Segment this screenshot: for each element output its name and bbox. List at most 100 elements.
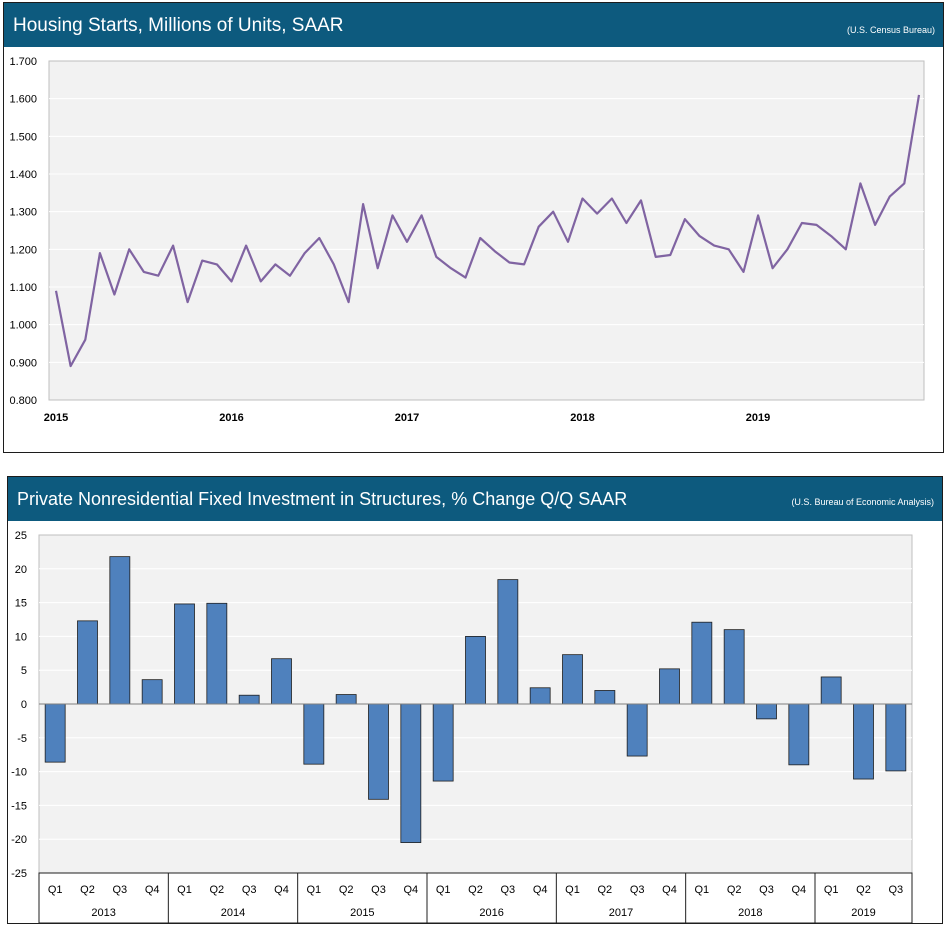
bar [853,703,874,780]
nonres-investment-header: Private Nonresidential Fixed Investment … [8,477,942,521]
bar [659,668,680,705]
x-tick-label: Q2 [468,884,483,896]
x-tick-label: Q4 [791,884,806,896]
bar [820,676,842,705]
x-tick-label: Q1 [565,884,580,896]
nonres-investment-panel: Private Nonresidential Fixed Investment … [7,476,943,924]
y-tick-label: 5 [21,665,27,677]
x-group-label: 2018 [738,907,762,919]
bar [335,694,357,705]
y-tick-label: -10 [11,767,27,779]
y-tick-label: 10 [15,631,27,643]
bar [626,703,648,757]
y-tick-label: 1.200 [9,244,37,256]
bar [44,703,66,763]
x-tick-label: Q2 [727,884,742,896]
y-tick-label: 1.700 [9,56,37,68]
plot-area [48,60,925,401]
bar [788,703,810,766]
x-group-label: 2019 [851,907,875,919]
y-tick-label: 1.600 [9,94,37,106]
y-tick-label: -25 [11,868,27,880]
bar [885,703,907,772]
bar [303,703,325,765]
x-tick-label: Q3 [500,884,515,896]
x-tick-label: 2015 [44,412,68,424]
x-group-label: 2016 [479,907,503,919]
y-tick-label: 0 [21,699,27,711]
x-tick-label: Q2 [80,884,95,896]
x-tick-label: Q3 [630,884,645,896]
bar [400,703,422,843]
x-tick-label: Q4 [533,884,548,896]
x-tick-label: Q3 [371,884,386,896]
y-tick-label: 15 [15,598,27,610]
x-tick-label: Q1 [436,884,451,896]
bar [109,556,131,705]
bar [756,703,777,720]
bar [594,690,616,705]
bar [691,621,713,705]
x-tick-label: Q2 [597,884,612,896]
x-tick-label: Q2 [339,884,354,896]
y-tick-label: -15 [11,800,27,812]
bar [562,654,583,705]
housing-starts-source: (U.S. Census Bureau) [846,25,935,35]
category-axis-table [38,872,913,924]
housing-starts-header: Housing Starts, Millions of Units, SAAR … [4,3,943,47]
x-tick-label: 2017 [395,412,419,424]
y-tick-label: 25 [15,530,27,542]
x-tick-label: Q4 [145,884,160,896]
bar [723,629,745,705]
x-tick-label: Q1 [177,884,192,896]
bar [238,694,260,705]
x-group-label: 2017 [609,907,633,919]
x-tick-label: Q3 [112,884,127,896]
x-tick-label: Q1 [48,884,63,896]
bar [529,687,551,705]
y-tick-label: 20 [15,564,27,576]
series-line [54,94,921,368]
x-tick-label: Q1 [306,884,321,896]
bar [271,658,292,705]
bar [497,579,519,705]
y-tick-label: 1.100 [9,282,37,294]
x-tick-label: Q1 [694,884,709,896]
x-tick-label: Q4 [403,884,418,896]
nonres-investment-source: (U.S. Bureau of Economic Analysis) [791,497,934,507]
x-tick-label: 2019 [746,412,770,424]
x-tick-label: 2018 [570,412,594,424]
bar [432,703,454,782]
housing-starts-panel: Housing Starts, Millions of Units, SAAR … [3,2,944,453]
bar [368,703,389,800]
y-tick-label: -5 [17,733,27,745]
x-group-label: 2015 [350,907,374,919]
bar [77,620,98,705]
housing-starts-chart: 1.700 1.600 1.500 1.400 1.300 1.200 1.100 1.000… [9,56,925,424]
y-tick-label: -20 [11,834,27,846]
x-tick-label: Q2 [209,884,224,896]
bar [141,679,163,705]
bar [465,635,486,705]
x-tick-label: Q4 [274,884,289,896]
y-tick-label: 1.400 [9,169,37,181]
x-tick-label: Q2 [856,884,871,896]
x-tick-label: Q3 [759,884,774,896]
housing-starts-title: Housing Starts, Millions of Units, SAAR [13,15,344,36]
y-tick-label: 1.000 [9,320,37,332]
y-tick-label: 0.800 [9,395,37,407]
y-tick-label: 1.500 [9,131,37,143]
x-tick-label: 2016 [219,412,243,424]
bar [206,602,228,705]
nonres-investment-title: Private Nonresidential Fixed Investment … [17,489,628,509]
x-tick-label: Q4 [662,884,677,896]
y-tick-label: 0.900 [9,357,37,369]
bar [174,603,195,705]
x-tick-label: Q1 [824,884,839,896]
x-tick-label: Q3 [888,884,903,896]
x-group-label: 2013 [91,907,115,919]
x-tick-label: Q3 [242,884,257,896]
x-group-label: 2014 [221,907,245,919]
y-tick-label: 1.300 [9,207,37,219]
